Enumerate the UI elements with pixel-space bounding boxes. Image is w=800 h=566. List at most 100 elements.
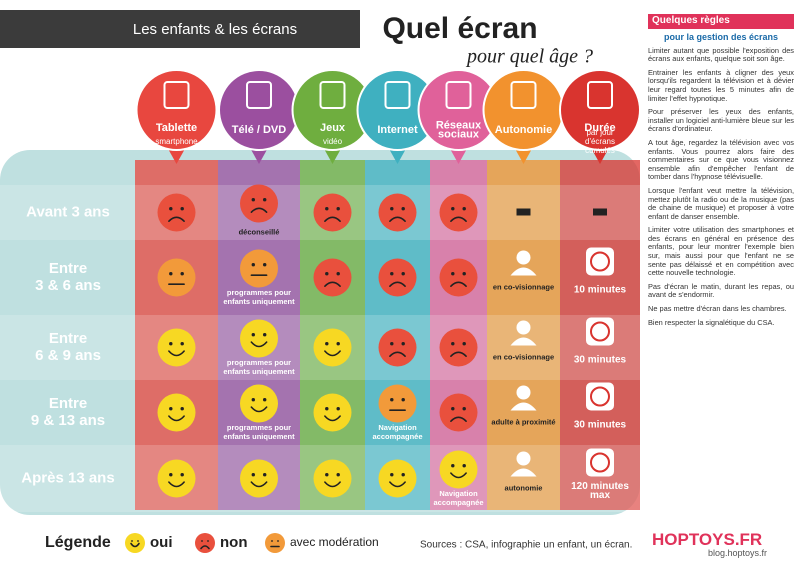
mouth — [324, 350, 341, 357]
face — [265, 533, 285, 553]
face — [195, 533, 215, 553]
eye — [325, 341, 329, 346]
cell-caption: 10 minutes — [574, 284, 627, 295]
face — [378, 328, 417, 367]
icon — [384, 81, 411, 109]
person-icon — [516, 385, 531, 400]
clock-face — [590, 386, 610, 407]
eye — [462, 406, 466, 411]
chart: Les enfants & les écrans Quel écran pour… — [0, 10, 641, 553]
legend-title: Légende — [45, 534, 111, 551]
eye — [390, 397, 394, 402]
eye — [271, 540, 273, 542]
column-subtitle: smartphone — [155, 137, 198, 146]
subtitle: pour quel âge ? — [465, 46, 593, 68]
row-label: Après 13 ans — [21, 469, 114, 486]
mouth — [250, 207, 268, 213]
eye — [251, 197, 256, 202]
rule: Lorsque l'enfant veut mettre la télévisi… — [648, 185, 794, 221]
clock-face — [590, 321, 610, 342]
mouth — [130, 542, 140, 548]
mouth — [324, 415, 341, 422]
eye — [451, 463, 455, 468]
eye — [180, 206, 184, 211]
row-label: 6 & 9 ans — [35, 347, 101, 364]
person-icon — [510, 337, 537, 346]
clock-face — [590, 251, 610, 272]
eye — [262, 472, 267, 477]
eye — [451, 341, 455, 346]
face — [439, 450, 478, 489]
eye — [180, 271, 184, 276]
url: blog.hoptoys.fr — [708, 548, 768, 558]
face — [157, 393, 196, 432]
eye — [277, 540, 279, 542]
eye — [169, 341, 173, 346]
eye — [336, 472, 340, 477]
cell-caption: adulte à proximité — [491, 417, 555, 426]
face — [313, 258, 352, 297]
rule: Bien respecter la signalétique du CSA. — [648, 317, 775, 327]
face — [378, 384, 417, 423]
eye — [180, 406, 184, 411]
eye — [251, 332, 256, 337]
cell-caption: 30 minutes — [574, 419, 627, 430]
person-icon — [516, 320, 531, 335]
cell-caption: Navigation accompagnée — [433, 489, 483, 507]
eye — [137, 540, 139, 542]
eye — [336, 271, 340, 276]
dash — [516, 208, 531, 216]
sources: Sources : CSA, infographie un enfant, un… — [420, 540, 632, 551]
legend-label: oui — [150, 534, 173, 551]
row-label: Entre — [49, 330, 87, 347]
legend-label: avec modération — [290, 535, 379, 549]
mouth — [250, 406, 268, 413]
bubble — [135, 69, 218, 151]
eye — [325, 406, 329, 411]
eye — [325, 472, 329, 477]
cell-caption: en co-visionnage — [493, 352, 554, 361]
mouth — [389, 216, 406, 222]
eye — [201, 540, 203, 542]
header-band — [0, 10, 360, 48]
eye — [336, 206, 340, 211]
eye — [390, 472, 394, 477]
eye — [336, 406, 340, 411]
face — [378, 193, 417, 232]
eye — [401, 341, 405, 346]
eye — [462, 206, 466, 211]
rule: Ne pas mettre d'écran dans les chambres. — [648, 304, 787, 314]
row-label: Entre — [49, 395, 87, 412]
row-label: Entre — [49, 260, 87, 277]
mouth — [324, 281, 341, 287]
eye — [390, 206, 394, 211]
row-label: 3 & 6 ans — [35, 277, 101, 294]
face — [378, 258, 417, 297]
face — [157, 193, 196, 232]
eye — [169, 406, 173, 411]
person-icon — [516, 250, 531, 265]
face — [240, 249, 278, 288]
face — [378, 459, 417, 498]
eye — [251, 397, 256, 402]
mouth — [324, 216, 341, 222]
cell-caption: Navigation accompagnée — [372, 423, 422, 441]
eye — [451, 271, 455, 276]
sidebar: Quelques règles pour la gestion des écra… — [648, 14, 794, 332]
face — [240, 319, 278, 358]
face — [313, 459, 352, 498]
eye — [336, 341, 340, 346]
clock-face — [590, 452, 610, 473]
eye — [462, 271, 466, 276]
legend-label: non — [220, 534, 248, 551]
rules: Limiter autant que possible l'exposition… — [648, 46, 794, 328]
person-icon — [510, 402, 537, 411]
mouth — [450, 216, 467, 222]
mouth — [450, 281, 467, 287]
cell-caption: programmes pour enfants uniquement — [223, 423, 295, 441]
eye — [325, 206, 329, 211]
rule: Limiter votre utilisation des smartphone… — [648, 225, 794, 278]
cell-caption: 120 minutes max — [571, 481, 629, 501]
mouth — [389, 281, 406, 287]
